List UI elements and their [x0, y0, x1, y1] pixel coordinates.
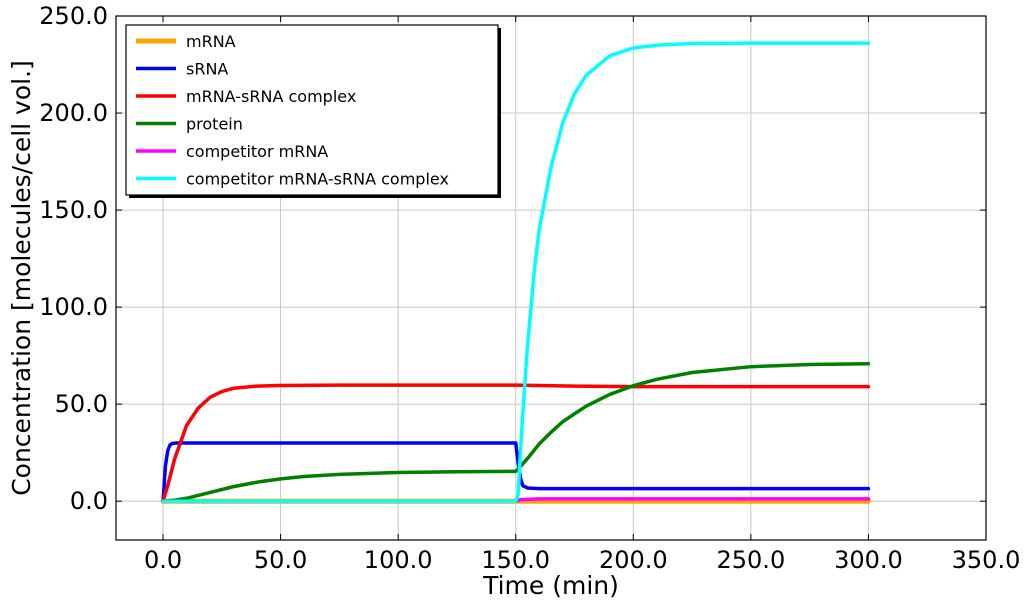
series-line-mrna-srna-complex: [161, 383, 871, 503]
legend-label: protein: [186, 115, 243, 134]
x-tick-label: 100.0: [364, 546, 433, 574]
x-tick-label: 150.0: [481, 546, 550, 574]
x-tick-label: 300.0: [834, 546, 903, 574]
y-axis-title: Concentration [molecules/cell vol.]: [7, 60, 36, 496]
legend-box: [125, 24, 499, 196]
series-lines: [160, 41, 871, 504]
x-tick-label: 350.0: [952, 546, 1021, 574]
legend-label: mRNA-sRNA complex: [186, 87, 356, 106]
x-tick-label: 0.0: [144, 546, 182, 574]
legend-label: sRNA: [186, 60, 228, 79]
y-tick-label: 150.0: [39, 196, 108, 224]
y-tick-label: 200.0: [39, 99, 108, 127]
plot-area-frame: [115, 15, 987, 541]
axis-ticks: 0.0 50.0 100.0 150.0 200.0 250.0 300.0 350.0 0.0…: [39, 2, 1020, 574]
y-tick-label: 50.0: [55, 390, 108, 418]
y-tick-label: 250.0: [39, 2, 108, 30]
legend: mRNA sRNA mRNA-sRNA complex protein competit…: [125, 24, 501, 198]
y-tick-label: 0.0: [70, 487, 108, 515]
legend-label: mRNA: [186, 32, 236, 51]
legend-label: competitor mRNA-sRNA complex: [186, 170, 449, 189]
series-line-competitor-mrna-srna-complex: [161, 41, 871, 503]
x-axis-title: Time (min): [482, 571, 619, 600]
y-tick-label: 100.0: [39, 293, 108, 321]
x-tick-label: 200.0: [599, 546, 668, 574]
series-line-srna: [161, 441, 871, 503]
legend-label: competitor mRNA: [186, 142, 328, 161]
x-tick-label: 250.0: [717, 546, 786, 574]
x-tick-label: 50.0: [254, 546, 307, 574]
